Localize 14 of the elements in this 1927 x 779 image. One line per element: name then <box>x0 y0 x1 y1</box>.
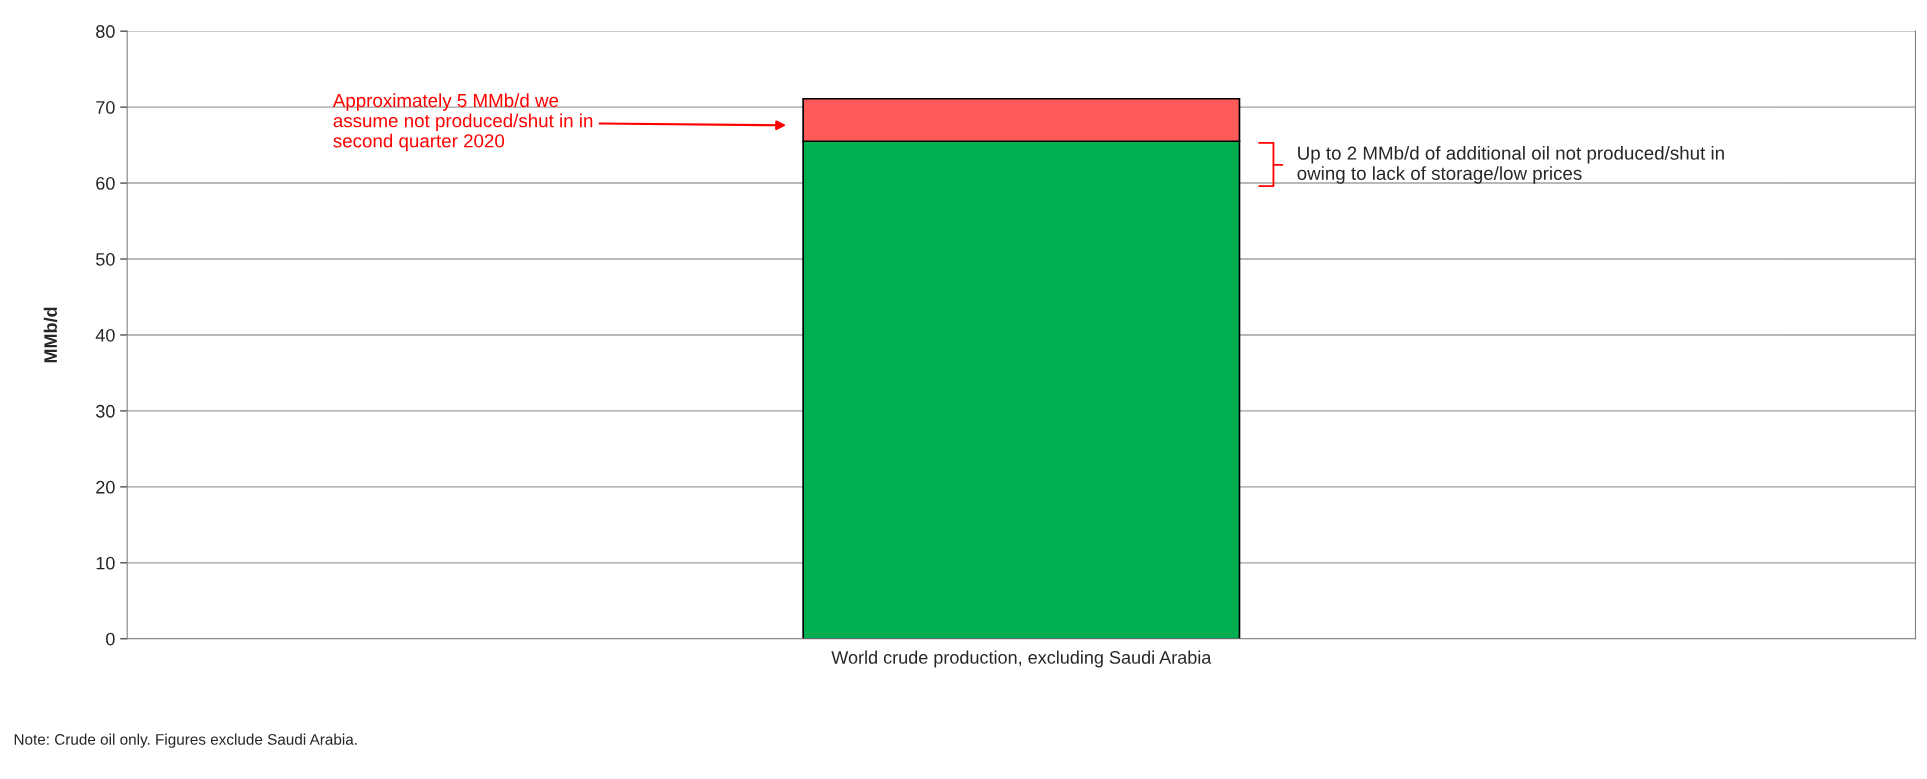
y-tick-label: 30 <box>95 404 115 418</box>
text: Note: Crude oil only. Figures exclude Saudi Arabia. <box>14 733 357 748</box>
annotation: Approximately 5 MMb/d we assume not produced/shut in in second quarter 2020 <box>332 93 593 152</box>
x-tick-label: World crude production, excluding Saudi Arabia <box>831 650 1212 668</box>
y-tick-label: 40 <box>95 328 115 342</box>
y-tick-label: 0 <box>106 632 115 646</box>
y-tick-label: 60 <box>96 177 115 190</box>
annotation: Up to 2 MMb/d of additional oil not produced/shut in owing to lack of storage/low prices <box>1297 146 1724 184</box>
y-tick-label: 70 <box>96 101 115 114</box>
y-tick-label: 80 <box>96 25 115 38</box>
y-tick-label: 20 <box>96 480 115 494</box>
y-tick-label: 10 <box>96 556 115 570</box>
y-axis-title: MMb/d <box>43 307 58 363</box>
y-tick-label: 50 <box>96 252 115 266</box>
